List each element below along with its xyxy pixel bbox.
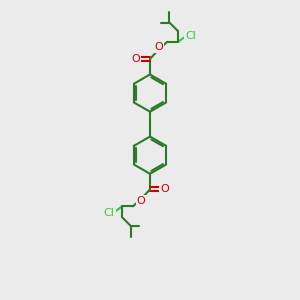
Text: O: O [131, 54, 140, 64]
Text: O: O [137, 196, 146, 206]
Text: Cl: Cl [103, 208, 114, 218]
Text: O: O [154, 42, 163, 52]
Text: O: O [160, 184, 169, 194]
Text: Cl: Cl [186, 31, 196, 41]
